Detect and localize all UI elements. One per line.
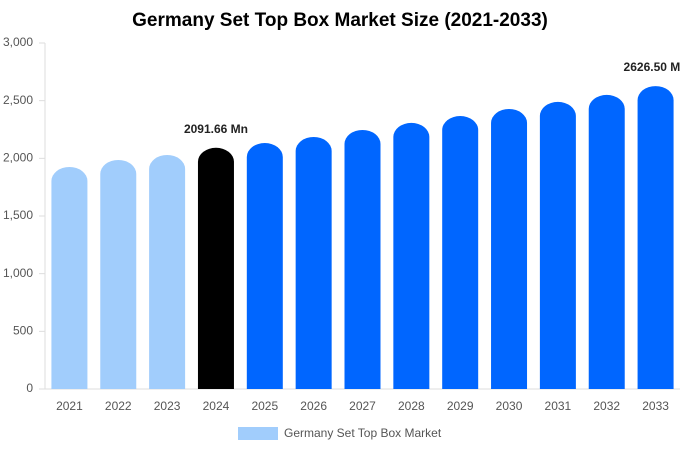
x-tick-label: 2021 bbox=[56, 399, 83, 413]
legend-label: Germany Set Top Box Market bbox=[284, 426, 442, 440]
x-tick-label: 2033 bbox=[642, 399, 669, 413]
data-label: 2626.50 Mn bbox=[624, 60, 680, 74]
bar bbox=[246, 143, 283, 389]
bar bbox=[539, 101, 576, 389]
x-tick-label: 2030 bbox=[496, 399, 523, 413]
x-tick-label: 2032 bbox=[593, 399, 620, 413]
x-tick-label: 2024 bbox=[203, 399, 230, 413]
bar bbox=[442, 116, 479, 389]
x-tick-label: 2031 bbox=[545, 399, 572, 413]
y-tick-label: 0 bbox=[26, 381, 33, 395]
x-tick-label: 2022 bbox=[105, 399, 132, 413]
bar bbox=[588, 94, 625, 389]
y-tick-label: 1,000 bbox=[3, 266, 33, 280]
y-tick-label: 1,500 bbox=[3, 208, 33, 222]
chart-title: Germany Set Top Box Market Size (2021-20… bbox=[132, 10, 548, 31]
x-tick-label: 2023 bbox=[154, 399, 181, 413]
data-label: 2091.66 Mn bbox=[184, 122, 248, 136]
y-tick-label: 2,000 bbox=[3, 151, 33, 165]
bar bbox=[197, 147, 234, 389]
bar bbox=[295, 136, 332, 389]
x-tick-label: 2027 bbox=[349, 399, 376, 413]
x-tick-label: 2025 bbox=[251, 399, 278, 413]
y-tick-label: 500 bbox=[13, 324, 33, 338]
bar bbox=[149, 154, 186, 389]
bar bbox=[393, 122, 430, 390]
x-tick-label: 2026 bbox=[300, 399, 327, 413]
bar bbox=[491, 108, 528, 389]
legend-swatch bbox=[238, 427, 278, 440]
bar bbox=[637, 86, 674, 389]
y-tick-label: 3,000 bbox=[3, 35, 33, 49]
bar bbox=[100, 159, 137, 389]
x-tick-label: 2029 bbox=[447, 399, 474, 413]
x-tick-label: 2028 bbox=[398, 399, 425, 413]
bar bbox=[344, 129, 381, 389]
y-tick-label: 2,500 bbox=[3, 93, 33, 107]
bar bbox=[51, 166, 88, 389]
